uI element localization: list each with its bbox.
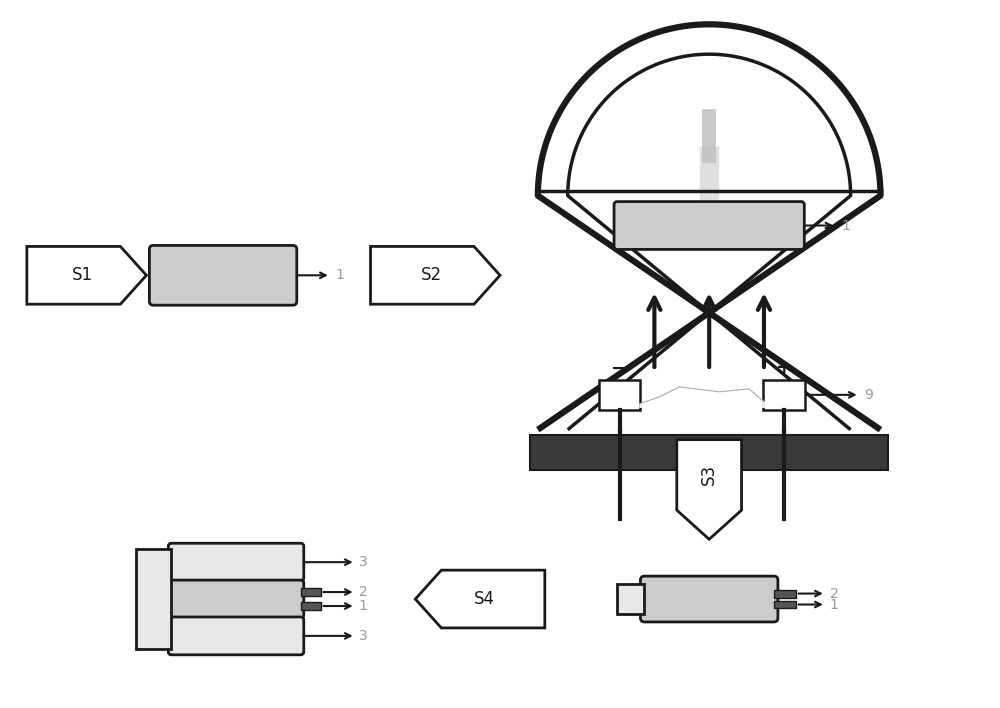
Text: S2: S2 — [421, 266, 442, 285]
Text: 1: 1 — [336, 268, 345, 282]
FancyBboxPatch shape — [168, 543, 304, 581]
Text: 2: 2 — [830, 586, 838, 600]
Text: S3: S3 — [700, 464, 718, 486]
Bar — [617, 584, 644, 614]
Text: 1: 1 — [830, 598, 839, 612]
Text: 3: 3 — [359, 555, 367, 569]
Bar — [763, 380, 805, 410]
Text: 1: 1 — [359, 599, 367, 613]
Polygon shape — [415, 570, 545, 628]
Bar — [301, 588, 321, 596]
FancyBboxPatch shape — [149, 246, 297, 305]
Text: 1: 1 — [841, 219, 850, 232]
FancyBboxPatch shape — [168, 580, 304, 618]
Bar — [599, 380, 640, 410]
Polygon shape — [27, 246, 146, 304]
Polygon shape — [371, 246, 500, 304]
Bar — [301, 602, 321, 610]
Text: S1: S1 — [72, 266, 93, 285]
FancyBboxPatch shape — [168, 617, 304, 655]
Text: 9: 9 — [865, 388, 873, 402]
FancyBboxPatch shape — [640, 576, 778, 622]
Text: 2: 2 — [359, 585, 367, 599]
FancyBboxPatch shape — [614, 202, 804, 249]
Bar — [530, 435, 888, 469]
Text: +: + — [776, 358, 792, 377]
Text: 3: 3 — [359, 629, 367, 643]
Polygon shape — [677, 440, 742, 539]
Text: S4: S4 — [473, 590, 494, 608]
Bar — [774, 590, 796, 598]
Bar — [774, 600, 796, 608]
Text: −: − — [611, 358, 628, 377]
Bar — [136, 549, 171, 649]
